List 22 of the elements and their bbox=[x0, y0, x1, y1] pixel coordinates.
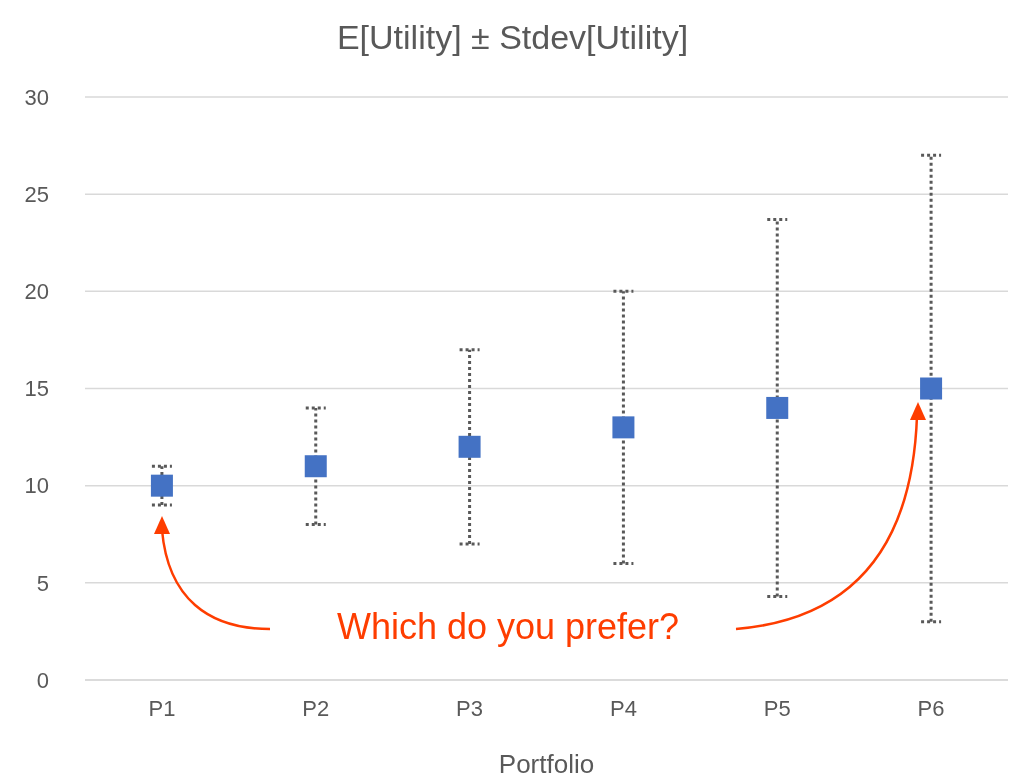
y-tick-label: 25 bbox=[24, 181, 49, 207]
x-tick-label: P4 bbox=[609, 695, 637, 721]
y-tick-label: 5 bbox=[36, 570, 49, 596]
point bbox=[150, 474, 173, 497]
point bbox=[458, 435, 481, 458]
chart-title: E[Utility] ± Stdev[Utility] bbox=[335, 18, 690, 57]
y-tick-label: 10 bbox=[24, 473, 49, 499]
x-tick-label: P5 bbox=[763, 695, 791, 721]
y-tick-label: 20 bbox=[24, 279, 49, 305]
x-tick-label: P3 bbox=[456, 695, 484, 721]
point bbox=[920, 377, 943, 400]
y-tick-label: 30 bbox=[24, 84, 49, 110]
y-tick-label: 0 bbox=[36, 667, 49, 693]
x-tick-label: P1 bbox=[148, 695, 176, 721]
point bbox=[766, 396, 789, 419]
x-axis-title: Portfolio bbox=[498, 749, 595, 779]
point bbox=[612, 416, 635, 439]
x-tick-label: P6 bbox=[917, 695, 945, 721]
point bbox=[304, 455, 327, 478]
y-tick-label: 15 bbox=[24, 376, 49, 402]
annotation: Which do you prefer? bbox=[335, 606, 681, 648]
x-tick-label: P2 bbox=[302, 695, 330, 721]
